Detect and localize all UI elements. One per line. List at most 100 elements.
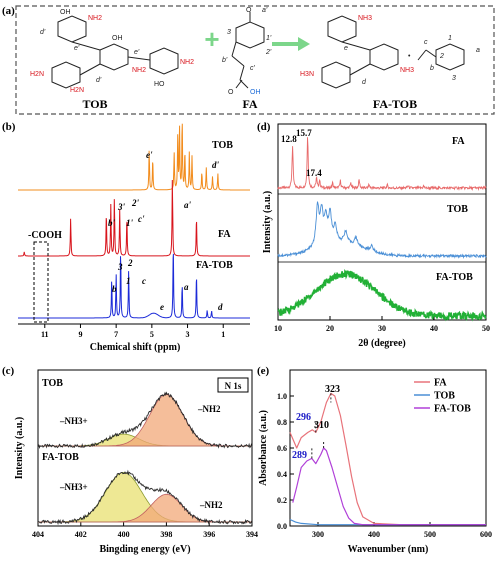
xrd-tick-label-4: 50 — [482, 324, 490, 333]
xps-tick-label-2: 400 — [118, 530, 130, 539]
uv-ytick-label-5: 1.0 — [277, 392, 287, 401]
fatob-a: a — [476, 47, 480, 54]
cooh-box — [33, 241, 49, 323]
tob-h2n-bot: H2N — [70, 87, 84, 94]
tob-d-prime-2: d' — [96, 77, 102, 84]
uv-trace-fa-tob — [292, 447, 486, 526]
xps-tick-label-4: 396 — [203, 530, 215, 539]
nmr-peak-e-prime: e' — [146, 150, 153, 160]
uv-ytick-label-1: 0.2 — [277, 496, 287, 505]
uv-xtick-label-0: 300 — [312, 530, 324, 539]
uv-ylabel: Absorbance (a.u.) — [258, 410, 269, 486]
fatob-e: e — [344, 45, 348, 52]
fa-three: 3 — [227, 29, 231, 36]
xrd-tick-label-3: 40 — [430, 324, 438, 333]
xrd-trace-fa-tob — [277, 268, 487, 322]
fatob-n2: 2 — [439, 53, 444, 60]
xrd-peak-17-4: 17.4 — [306, 168, 322, 178]
nmr-label-tob: TOB — [212, 140, 233, 151]
uv-ytick-label-2: 0.4 — [277, 470, 287, 479]
nmr-tick-label-2: 7 — [114, 330, 118, 339]
nmr-label-fatob: FA-TOB — [196, 260, 233, 271]
nmr-peak-labels: e' d' 3' 2' 1' b' c' a' 3 2 1 b c e a d — [108, 150, 223, 312]
nmr-peak-2-prime: 2' — [131, 198, 140, 208]
nmr-tick-label-5: 1 — [221, 330, 225, 339]
fatob-b: b — [430, 65, 434, 72]
uv-peak-296: 296 — [296, 412, 311, 423]
xrd-traces — [277, 137, 487, 322]
nmr-peak-d-prime: d' — [212, 160, 220, 170]
xps-badge: N 1s — [225, 381, 242, 391]
xrd-x-ticks: 10 20 30 40 50 — [274, 316, 490, 333]
fatob-n1: 1 — [448, 35, 452, 42]
nmr-label-fa: FA — [218, 229, 231, 240]
fa-a-prime: a' — [262, 7, 268, 14]
plus-sign: + — [204, 24, 219, 54]
xps-tick-label-1: 402 — [75, 530, 87, 539]
nmr-tick-label-0: 11 — [41, 330, 49, 339]
fatob-h3n-left: H3N — [300, 71, 314, 78]
fatob-d: d — [362, 79, 367, 86]
xps-tick-label-0: 404 — [32, 530, 44, 539]
tob-nh2-right: NH2 — [180, 59, 194, 66]
fa-one-prime: 1' — [266, 35, 272, 42]
xrd-ylabel: Intensity (a.u.) — [262, 191, 273, 254]
nmr-trace-fa-tob — [18, 253, 250, 319]
xps-tick-label-5: 394 — [246, 530, 258, 539]
tob-structure — [51, 15, 179, 89]
uv-xlabel: Wavenumber (nm) — [348, 544, 429, 555]
tob-nh2-mid: NH2 — [132, 67, 146, 74]
uv-peak-323: 323 — [325, 384, 340, 395]
panel-c: (c) N 1s 404 402 400 398 396 394 Bingding ene… — [2, 365, 258, 555]
panel-e-label: (e) — [257, 365, 270, 377]
fa-two-prime: 2' — [265, 49, 272, 56]
panel-c-label: (c) — [2, 365, 15, 377]
xrd-label-fatob: FA-TOB — [436, 272, 473, 283]
fatob-structure — [321, 15, 465, 89]
nmr-tick-label-4: 3 — [186, 330, 190, 339]
fa-name: FA — [242, 97, 257, 111]
uv-frame — [289, 369, 487, 527]
uv-xtick-label-1: 400 — [368, 530, 380, 539]
nmr-peak-b: b — [112, 284, 117, 294]
fatob-nh3-right: NH3 — [400, 67, 414, 74]
fa-c-prime: c' — [250, 65, 256, 72]
nmr-tick-label-3: 5 — [150, 330, 154, 339]
nmr-x-ticks: 11 9 7 5 3 1 — [41, 324, 225, 339]
tob-e-prime-1: e' — [74, 45, 80, 52]
nmr-peak-2: 2 — [127, 258, 133, 268]
tob-oh-mid: OH — [112, 35, 123, 42]
uv-peak-289: 289 — [292, 450, 307, 461]
xps-frame — [37, 369, 253, 527]
cooh-label: -COOH — [28, 230, 62, 241]
xrd-trace-tob — [277, 201, 487, 260]
xrd-peak-12-8: 12.8 — [281, 134, 297, 144]
fa-oh: OH — [250, 89, 261, 96]
xrd-frame — [277, 123, 487, 321]
panel-a-label: (a) — [2, 5, 15, 17]
xps-ylabel: Intensity (a.u.) — [14, 417, 25, 480]
xrd-xlabel: 2θ (degree) — [358, 338, 406, 349]
xrd-trace-fa — [277, 137, 487, 192]
xps-tick-label-3: 398 — [160, 530, 172, 539]
xps-trace-fa-tob — [37, 469, 253, 526]
fatob-name: FA-TOB — [373, 97, 417, 111]
xps-fatob-nh2-label: –NH2 — [199, 500, 223, 510]
uv-ytick-label-0: 0.0 — [277, 522, 287, 531]
panel-b: (b) 11 9 7 5 3 1 Chemical shift (ppm) TOB FA … — [2, 121, 250, 353]
uv-ticks: 300 400 500 600 0.0 0.2 0.4 0.6 0.8 1.0 — [277, 392, 492, 539]
uv-peak-310: 310 — [314, 420, 329, 431]
nmr-peak-c-prime: c' — [138, 214, 145, 224]
nmr-trace-fa — [18, 179, 250, 257]
xps-traces — [37, 391, 253, 526]
nmr-peak-d: d — [218, 302, 223, 312]
xps-fatob-nh3-label: –NH3+ — [59, 482, 88, 492]
panel-d: (d) 10 20 30 40 50 2θ (degree) Intensity (a.… — [257, 121, 490, 349]
uv-legend: FA TOB FA-TOB — [414, 378, 471, 415]
fa-b-prime: b' — [222, 57, 228, 64]
xps-trace-tob — [37, 391, 253, 449]
xrd-tick-label-2: 30 — [378, 324, 386, 333]
xrd-label-fa: FA — [452, 136, 465, 147]
fatob-nh3-top: NH3 — [358, 15, 372, 22]
